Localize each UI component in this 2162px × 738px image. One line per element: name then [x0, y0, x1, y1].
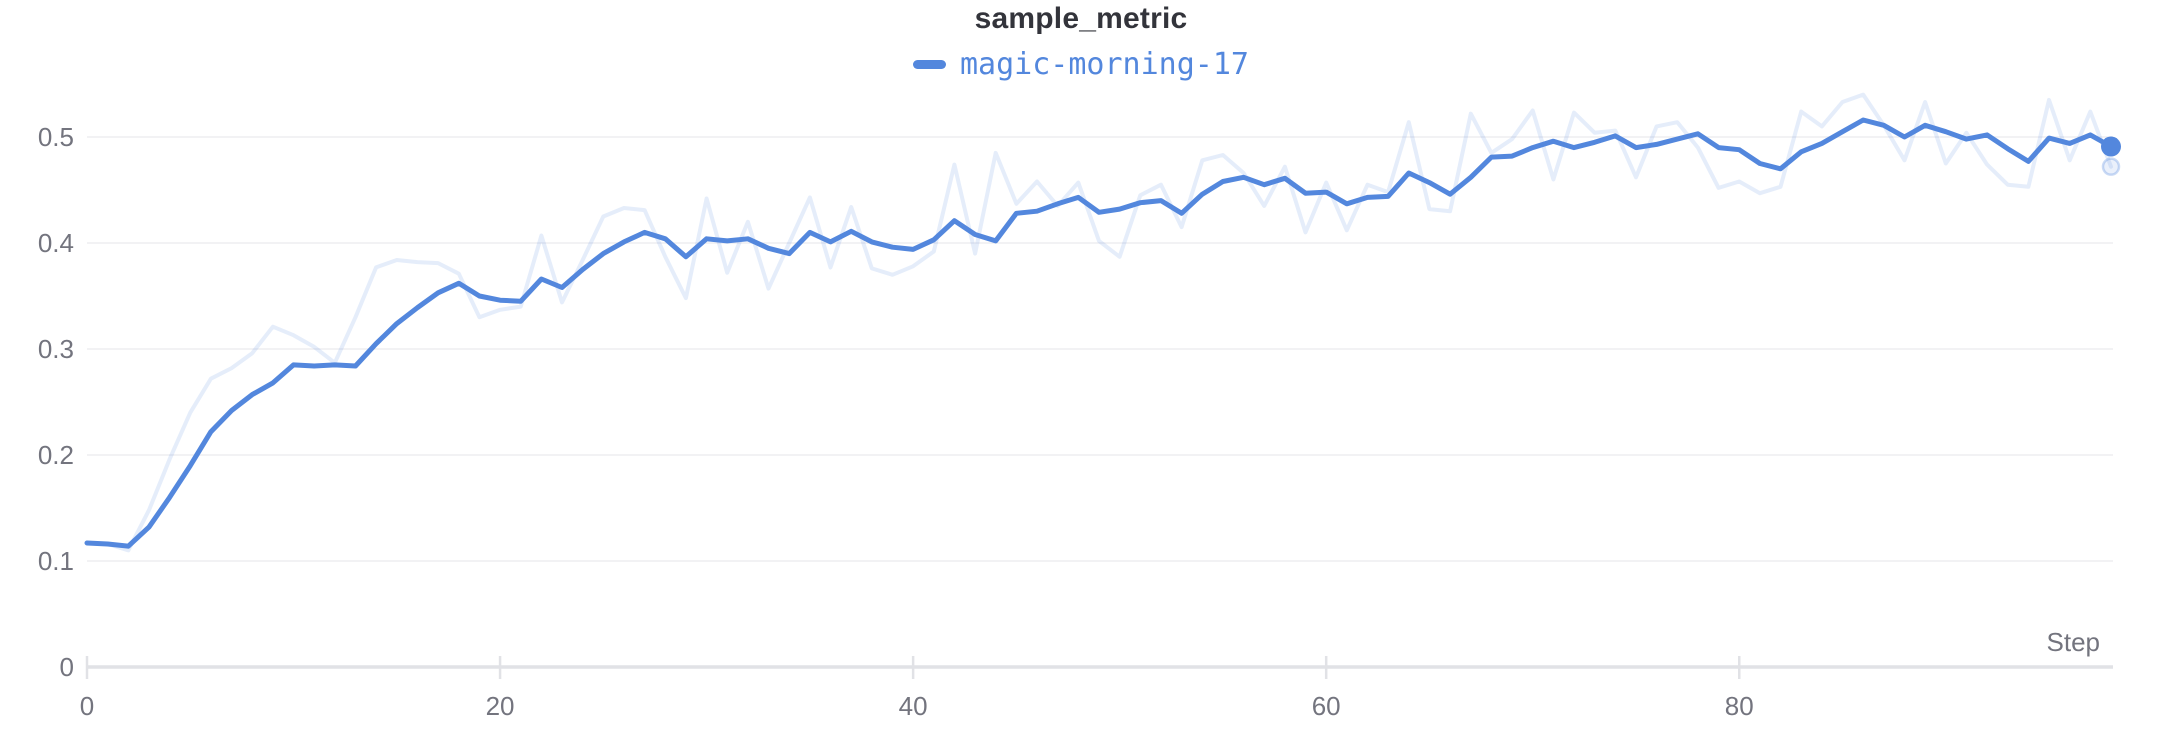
x-tick-label: 0 — [80, 691, 94, 721]
legend[interactable]: magic-morning-17 — [0, 47, 2162, 82]
smoothed-line — [84, 117, 2114, 549]
legend-line-marker — [913, 60, 946, 69]
y-tick-label: 0.1 — [38, 546, 74, 576]
y-tick-label: 0.5 — [38, 122, 74, 152]
x-tick-label: 80 — [1725, 691, 1754, 721]
y-tick-label: 0 — [60, 652, 74, 682]
x-tick-label: 60 — [1312, 691, 1341, 721]
chart-title: sample_metric — [974, 2, 1188, 35]
x-tick-label: 40 — [899, 691, 928, 721]
smoothed-end-marker — [2100, 136, 2121, 157]
x-axis-label: Step — [2047, 627, 2101, 657]
y-tick-label: 0.4 — [38, 228, 74, 258]
y-tick-label: 0.2 — [38, 440, 74, 470]
x-tick-label: 20 — [486, 691, 515, 721]
legend-run-name: magic-morning-17 — [960, 47, 1249, 82]
original-line — [85, 92, 2113, 553]
original-end-marker — [2101, 157, 2121, 176]
y-tick-label: 0.3 — [38, 334, 74, 364]
